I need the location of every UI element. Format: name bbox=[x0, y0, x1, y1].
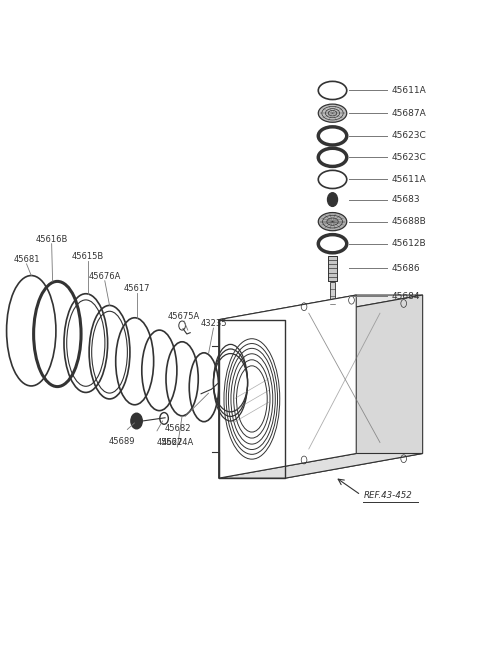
Text: 45688B: 45688B bbox=[392, 217, 427, 226]
Text: 45622: 45622 bbox=[157, 438, 183, 447]
Text: 45687A: 45687A bbox=[392, 109, 427, 118]
Text: 45681: 45681 bbox=[13, 255, 40, 264]
Text: 45684: 45684 bbox=[392, 292, 420, 301]
Text: 45689: 45689 bbox=[109, 437, 135, 445]
Polygon shape bbox=[219, 295, 356, 478]
Text: 45615B: 45615B bbox=[72, 252, 104, 261]
Text: 45623C: 45623C bbox=[392, 132, 427, 140]
Text: 45612B: 45612B bbox=[392, 239, 426, 248]
Bar bbox=[327, 255, 337, 281]
Text: REF.43-452: REF.43-452 bbox=[363, 491, 412, 500]
Circle shape bbox=[131, 413, 142, 429]
Text: 45674A: 45674A bbox=[161, 438, 193, 447]
Text: 45686: 45686 bbox=[392, 264, 420, 273]
Text: 45682: 45682 bbox=[165, 424, 192, 432]
Text: 45676A: 45676A bbox=[89, 272, 121, 281]
Polygon shape bbox=[219, 453, 423, 478]
Polygon shape bbox=[285, 295, 423, 478]
Bar bbox=[330, 282, 336, 311]
Ellipse shape bbox=[318, 213, 347, 231]
Text: 45623C: 45623C bbox=[392, 153, 427, 162]
Text: 45611A: 45611A bbox=[392, 175, 427, 184]
Ellipse shape bbox=[318, 104, 347, 122]
Text: 45611A: 45611A bbox=[392, 86, 427, 95]
Polygon shape bbox=[219, 295, 423, 320]
Text: 45675A: 45675A bbox=[168, 312, 200, 321]
Text: 43235: 43235 bbox=[200, 319, 227, 328]
Text: 45617: 45617 bbox=[124, 284, 150, 293]
Text: 45683: 45683 bbox=[392, 195, 420, 204]
Circle shape bbox=[327, 193, 337, 206]
Text: 45616B: 45616B bbox=[36, 234, 68, 244]
